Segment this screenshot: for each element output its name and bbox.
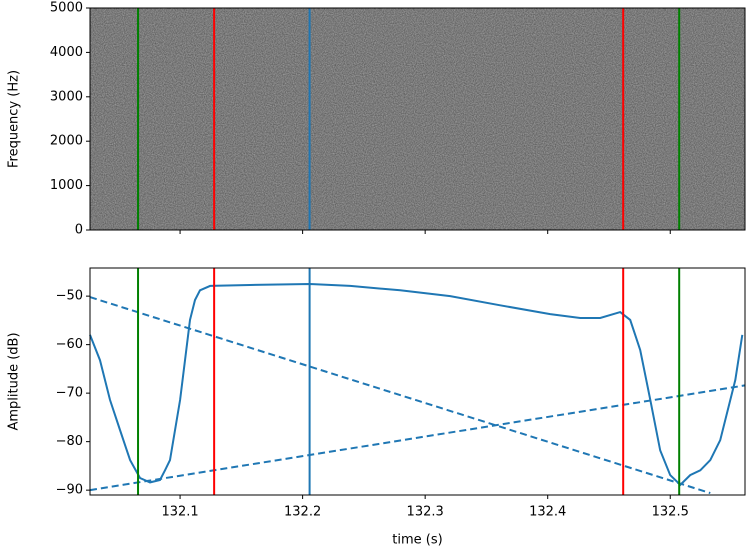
x-tick-label: 132.3 bbox=[407, 505, 444, 520]
y-tick-label: 0 bbox=[75, 223, 83, 238]
y-axis-label: Amplitude (dB) bbox=[7, 332, 22, 430]
dashed-line bbox=[89, 384, 746, 492]
y-tick-label: −90 bbox=[56, 483, 83, 498]
plot-area bbox=[90, 268, 745, 495]
x-axis-label: time (s) bbox=[392, 533, 442, 548]
y-tick-label: −60 bbox=[56, 337, 83, 352]
y-tick-label: −50 bbox=[56, 289, 83, 304]
y-tick-label: 3000 bbox=[50, 89, 83, 104]
dashed-line bbox=[89, 296, 711, 495]
x-tick-label: 132.2 bbox=[284, 505, 321, 520]
x-tick-label: 132.4 bbox=[529, 505, 566, 520]
y-tick-label: −80 bbox=[56, 434, 83, 449]
amplitude-line bbox=[89, 282, 744, 487]
y-axis-label: Frequency (Hz) bbox=[7, 70, 22, 168]
y-tick-label: 1000 bbox=[50, 178, 83, 193]
axes-frame bbox=[89, 267, 746, 496]
y-tick-label: 4000 bbox=[50, 45, 83, 60]
y-tick-label: 2000 bbox=[50, 134, 83, 149]
y-tick-label: −70 bbox=[56, 386, 83, 401]
y-tick-label: 5000 bbox=[50, 1, 83, 16]
axes-frame bbox=[89, 7, 746, 231]
x-tick-label: 132.5 bbox=[652, 505, 689, 520]
x-tick-label: 132.1 bbox=[161, 505, 198, 520]
